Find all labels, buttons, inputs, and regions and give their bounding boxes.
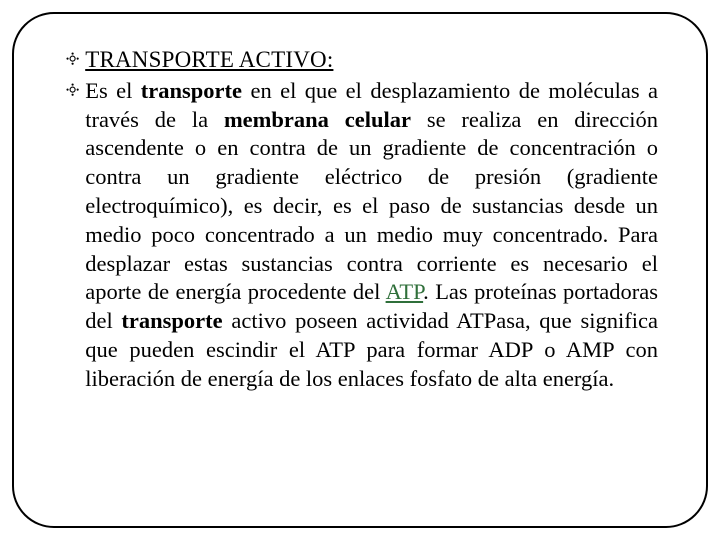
slide-frame: ༓ TRANSPORTE ACTIVO: ༓ Es el transporte … — [12, 12, 708, 528]
body-text-bold: membrana celular — [224, 107, 411, 132]
slide-heading: TRANSPORTE ACTIVO: — [85, 46, 333, 75]
heading-bullet-item: ༓ TRANSPORTE ACTIVO: — [66, 46, 658, 75]
body-text-bold: transporte — [121, 308, 222, 333]
slide-content: ༓ TRANSPORTE ACTIVO: ༓ Es el transporte … — [66, 46, 658, 394]
body-block: Es el transporte en el que el desplazami… — [85, 77, 658, 394]
body-paragraph: Es el transporte en el que el desplazami… — [85, 77, 658, 394]
body-text-seg: se realiza en dirección ascendente o en … — [85, 107, 658, 305]
atp-link[interactable]: ATP — [386, 279, 424, 304]
body-text-seg: Es el — [85, 78, 141, 103]
bullet-icon: ༓ — [66, 77, 79, 103]
body-bullet-item: ༓ Es el transporte en el que el desplaza… — [66, 77, 658, 394]
body-text-bold: transporte — [141, 78, 242, 103]
bullet-icon: ༓ — [66, 46, 79, 72]
